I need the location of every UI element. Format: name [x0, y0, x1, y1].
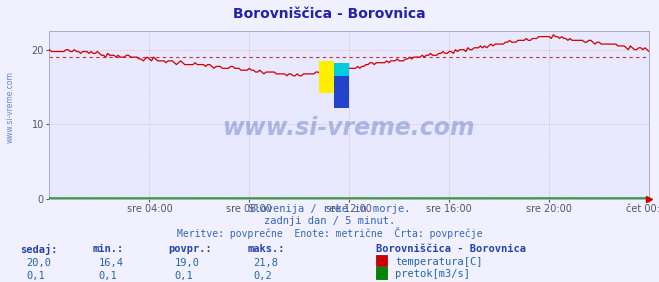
Text: 21,8: 21,8 — [254, 258, 279, 268]
Text: www.si-vreme.com: www.si-vreme.com — [5, 71, 14, 143]
Text: Meritve: povprečne  Enote: metrične  Črta: povprečje: Meritve: povprečne Enote: metrične Črta:… — [177, 227, 482, 239]
FancyBboxPatch shape — [320, 61, 334, 93]
FancyBboxPatch shape — [334, 76, 349, 108]
Text: 19,0: 19,0 — [175, 258, 200, 268]
Text: maks.:: maks.: — [247, 244, 285, 254]
Text: 0,1: 0,1 — [175, 271, 193, 281]
Text: pretok[m3/s]: pretok[m3/s] — [395, 269, 471, 279]
Text: min.:: min.: — [92, 244, 123, 254]
Text: Borovniščica - Borovnica: Borovniščica - Borovnica — [376, 244, 526, 254]
Text: www.si-vreme.com: www.si-vreme.com — [223, 116, 476, 140]
Text: 0,2: 0,2 — [254, 271, 272, 281]
Text: sedaj:: sedaj: — [20, 244, 57, 255]
Text: zadnji dan / 5 minut.: zadnji dan / 5 minut. — [264, 216, 395, 226]
FancyBboxPatch shape — [334, 63, 349, 76]
Text: povpr.:: povpr.: — [168, 244, 212, 254]
Text: 0,1: 0,1 — [26, 271, 45, 281]
Text: Borovniščica - Borovnica: Borovniščica - Borovnica — [233, 7, 426, 21]
Text: 20,0: 20,0 — [26, 258, 51, 268]
Text: Slovenija / reke in morje.: Slovenija / reke in morje. — [248, 204, 411, 214]
Text: 0,1: 0,1 — [99, 271, 117, 281]
Text: 16,4: 16,4 — [99, 258, 124, 268]
Text: temperatura[C]: temperatura[C] — [395, 257, 483, 267]
